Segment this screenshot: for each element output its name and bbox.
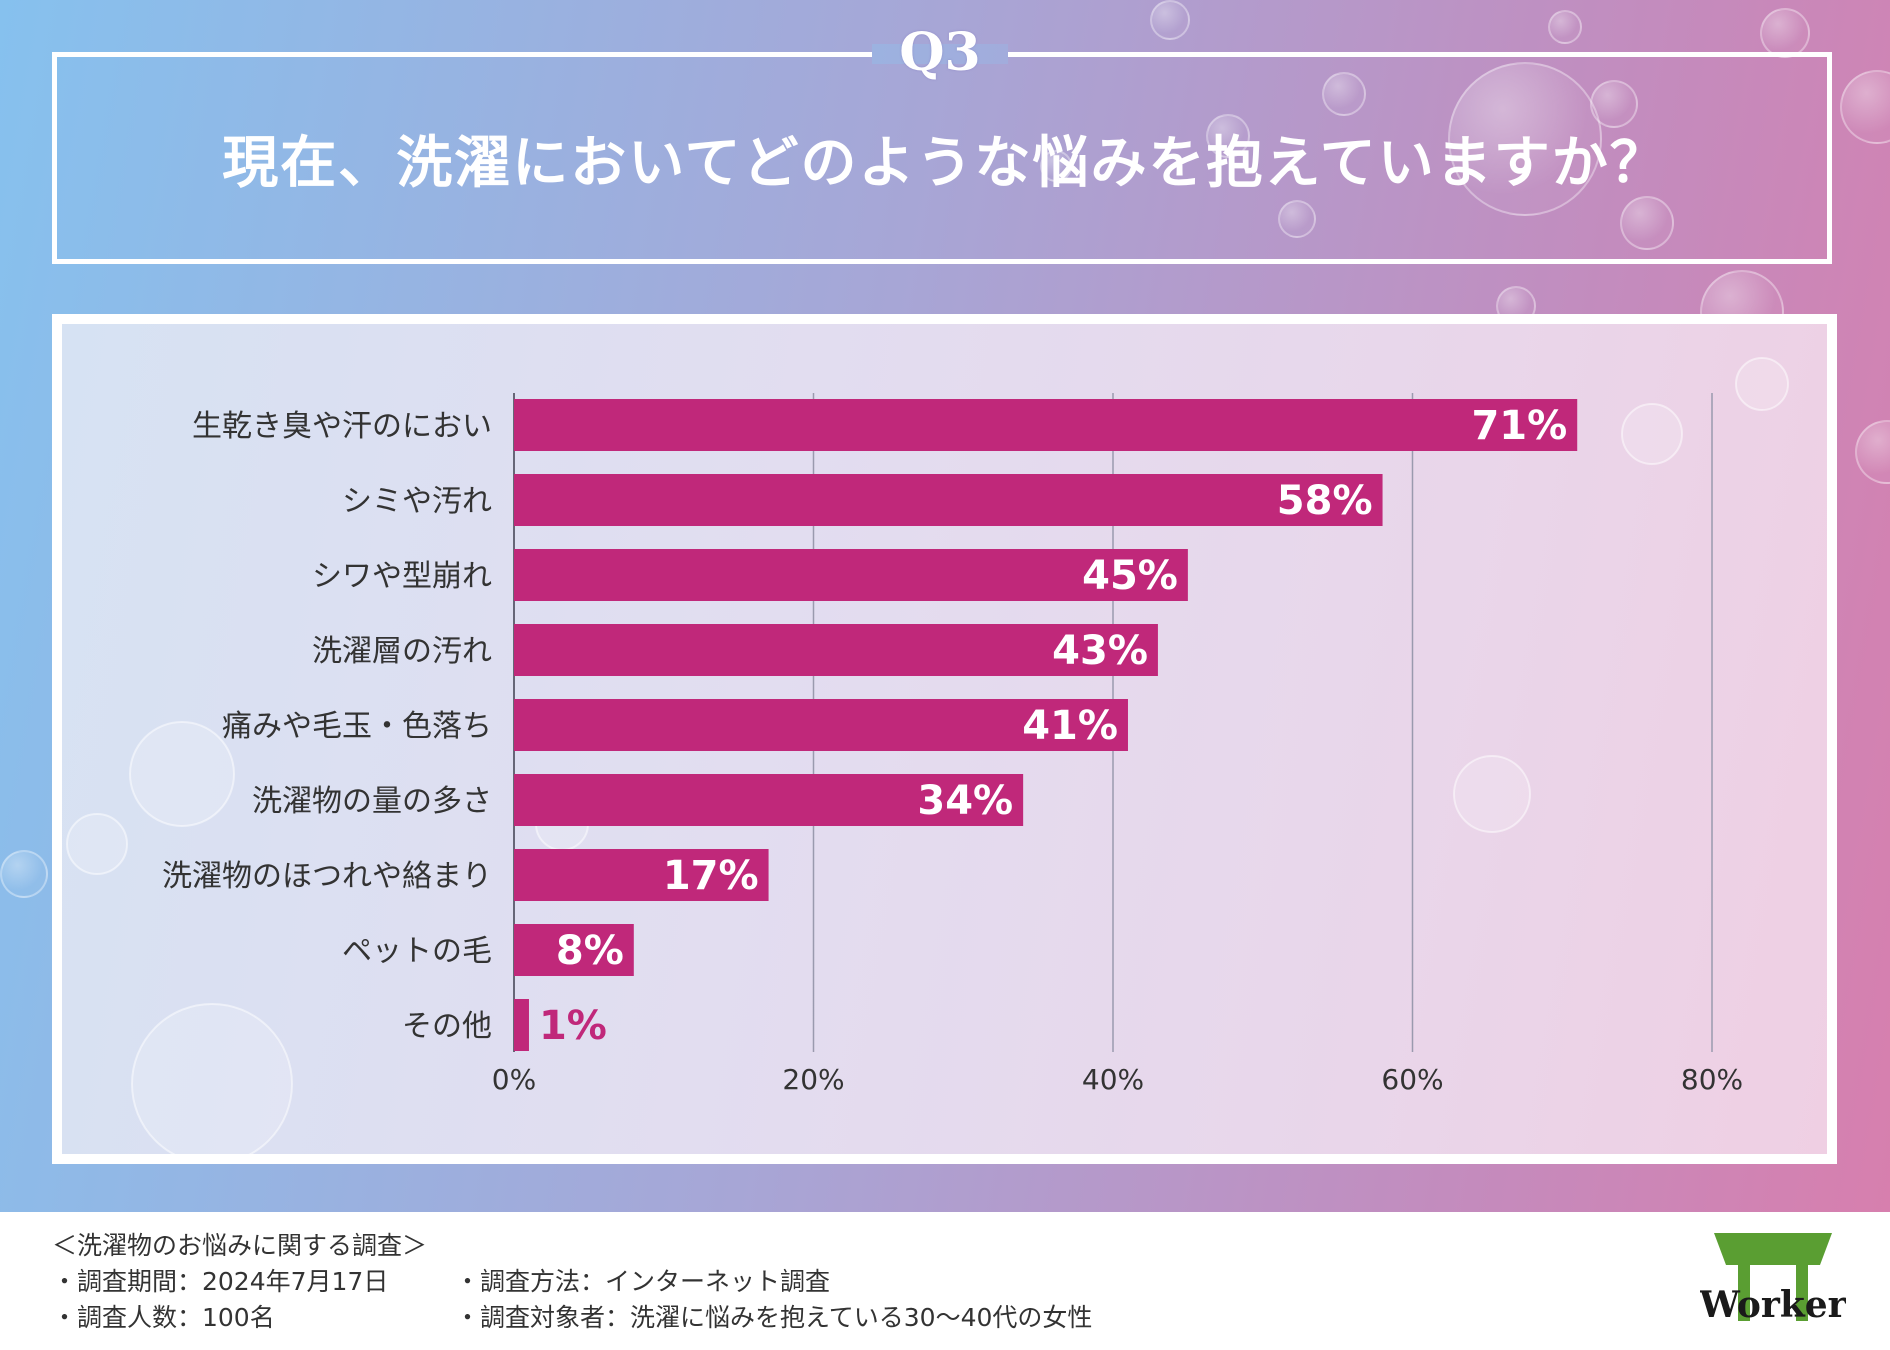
logo-mark-icon [1714,1233,1832,1321]
bubble-decoration [1322,72,1366,116]
survey-title: ＜洗濯物のお悩みに関する調査＞ [52,1231,428,1260]
logo-text: Worker [1700,1284,1846,1326]
survey-period: ・調査期間：2024年7月17日 [52,1267,389,1296]
category-label: シワや型崩れ [312,559,492,594]
bubble-decoration [1621,403,1683,465]
bar [514,474,1383,526]
bar [514,624,1158,676]
value-label: 41% [1022,703,1118,749]
bubble-decoration [1590,80,1638,128]
value-label: 1% [539,1003,607,1049]
category-label: 生乾き臭や汗のにおい [192,409,492,444]
bubble-decoration [1206,114,1250,158]
bubble-decoration [1760,8,1810,58]
bar [514,399,1578,451]
value-label: 34% [917,778,1013,824]
category-label: その他 [402,1009,492,1044]
title-frame-gap [872,44,1008,64]
value-label: 71% [1471,403,1567,449]
survey-target: ・調査対象者：洗濯に悩みを抱えている30〜40代の女性 [455,1303,1093,1332]
bar [514,774,1024,826]
value-label: 58% [1277,478,1373,524]
bubble-decoration [1278,200,1316,238]
x-tick-label: 60% [1381,1063,1443,1096]
bubble-decoration [131,1003,293,1154]
x-tick-label: 80% [1681,1063,1743,1096]
bubble-decoration [1150,0,1190,40]
category-label: 洗濯物の量の多さ [252,784,492,819]
value-label: 45% [1082,553,1178,599]
footer: ＜洗濯物のお悩みに関する調査＞ ・調査期間：2024年7月17日 ・調査人数：1… [0,1212,1890,1350]
category-label: 洗濯物のほつれや絡まり [162,859,492,894]
bubble-decoration [1448,62,1602,216]
bubble-decoration [1735,357,1789,411]
bubble-decoration [1840,70,1890,144]
survey-count: ・調査人数：100名 [52,1303,275,1332]
category-label: 痛みや毛玉・色落ち [222,709,492,744]
bar [514,924,634,976]
page-title: 現在、洗濯においてどのような悩みを抱えていますか？ [222,131,1668,196]
category-label: シミや汚れ [342,484,492,519]
category-label: 洗濯層の汚れ [312,634,492,669]
bubble-decoration [66,813,128,875]
survey-method: ・調査方法：インターネット調査 [455,1267,831,1296]
category-label: ペットの毛 [342,934,492,969]
value-label: 43% [1052,628,1148,674]
x-tick-label: 40% [1082,1063,1144,1096]
value-label: 8% [556,928,624,974]
bar [514,549,1188,601]
value-label: 17% [663,853,759,899]
chart-panel: 0% 20% 40% 60% 80% 生乾き臭や汗のにおい 71% シミや汚れ 58% シワや型崩… [52,314,1837,1164]
bar [514,849,769,901]
worker-logo: Worker [1700,1233,1846,1326]
bar [514,999,529,1051]
bubble-decoration [1548,10,1582,44]
x-tick-label: 20% [782,1063,844,1096]
bubble-decoration [1855,420,1890,484]
bubble-decoration [0,850,48,898]
bubble-decoration [1620,196,1674,250]
x-tick-label: 0% [492,1063,536,1096]
bubble-decoration [1453,755,1531,833]
bubble-decoration [129,721,235,827]
bar [514,699,1128,751]
question-label: Q3 [899,22,981,83]
bubble-decoration [1040,150,1072,182]
bar-chart: 0% 20% 40% 60% 80% 生乾き臭や汗のにおい 71% シミや汚れ 58% シワや型崩… [66,357,1789,1154]
